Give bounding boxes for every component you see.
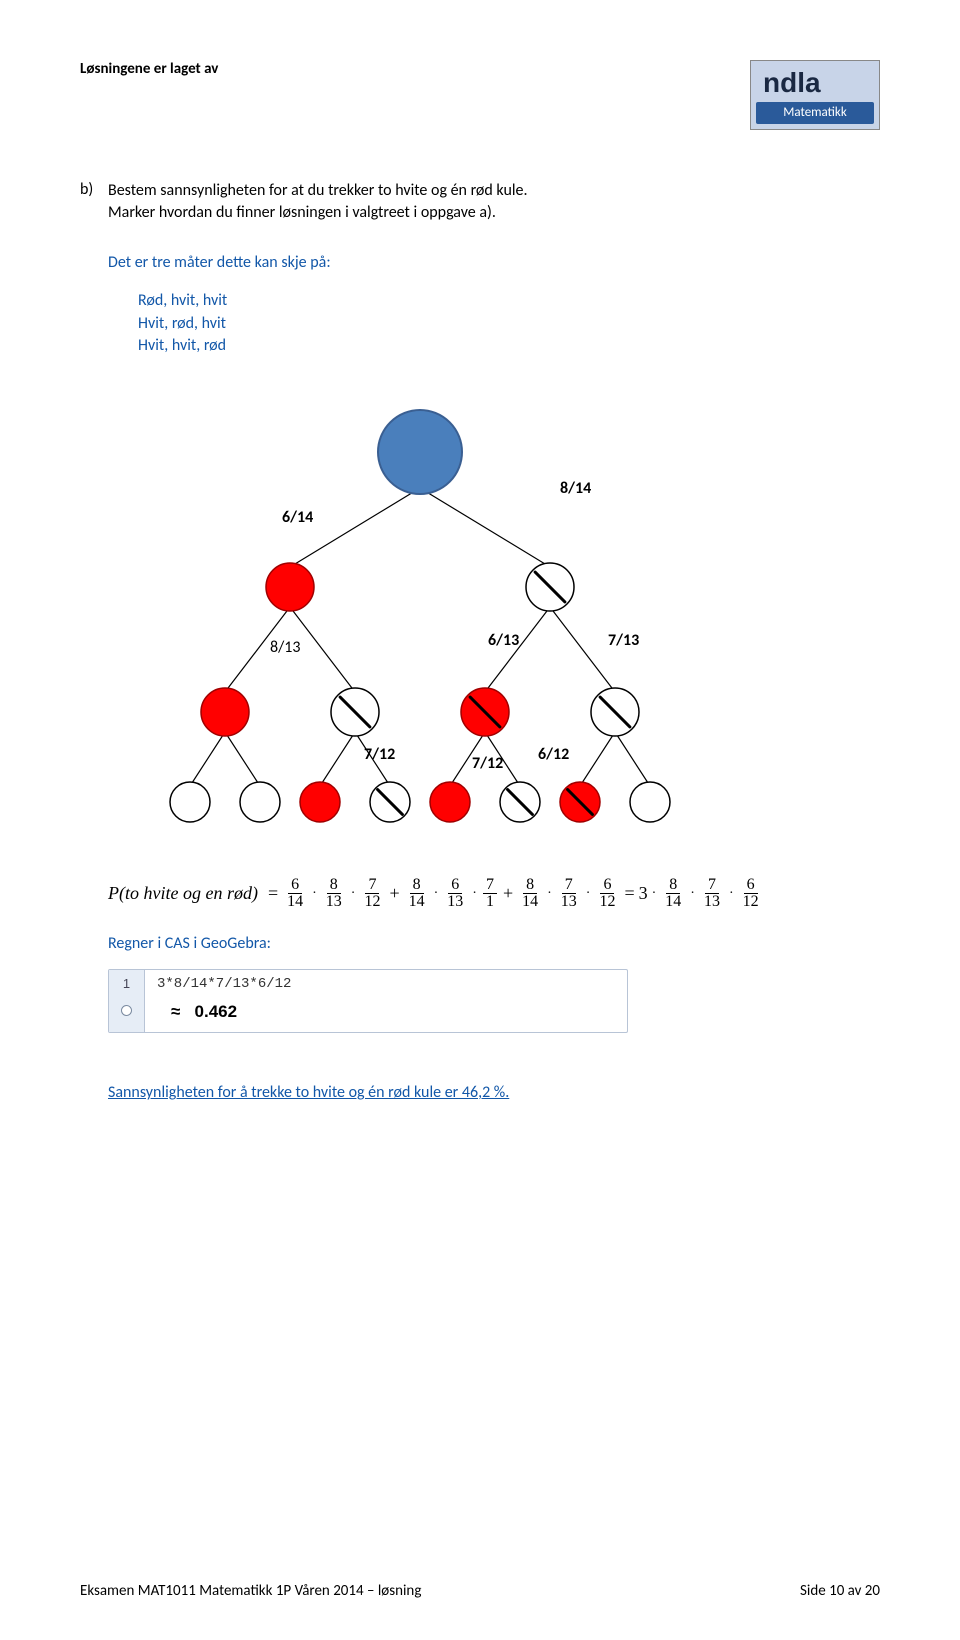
svg-text:8/13: 8/13 bbox=[270, 638, 301, 657]
cas-radio-icon bbox=[121, 1005, 132, 1016]
cas-result: ≈ 0.462 bbox=[157, 1002, 615, 1022]
logo-band-text: Matematikk bbox=[756, 102, 874, 124]
question-line1: Bestem sannsynligheten for at du trekker… bbox=[108, 181, 528, 200]
question-text: Bestem sannsynligheten for at du trekker… bbox=[108, 180, 528, 223]
cas-gutter: 1 bbox=[109, 970, 145, 1032]
case-3: Hvit, hvit, rød bbox=[138, 335, 880, 357]
page-container: Løsningene er laget av ndla Matematikk b… bbox=[0, 0, 960, 1640]
question-label: b) bbox=[80, 180, 108, 223]
tree-svg: 6/14 8/14 8/13 6/13 7/13 7/12 7/12 6/12 bbox=[130, 397, 710, 837]
svg-text:7/12: 7/12 bbox=[472, 754, 503, 773]
cas-output-box: 1 3*8/14*7/13*6/12 ≈ 0.462 bbox=[108, 969, 628, 1033]
svg-text:6/14: 6/14 bbox=[282, 508, 313, 527]
cas-input-text: 3*8/14*7/13*6/12 bbox=[157, 976, 615, 992]
cas-approx-symbol: ≈ bbox=[171, 1002, 180, 1021]
case-1: Rød, hvit, hvit bbox=[138, 290, 880, 312]
cas-result-value: 0.462 bbox=[195, 1002, 238, 1021]
svg-text:6/12: 6/12 bbox=[538, 745, 569, 764]
ndla-logo: ndla Matematikk bbox=[750, 60, 880, 130]
cases-list: Rød, hvit, hvit Hvit, rød, hvit Hvit, hv… bbox=[138, 290, 880, 357]
svg-text:7/13: 7/13 bbox=[608, 631, 639, 650]
svg-text:7/12: 7/12 bbox=[364, 745, 395, 764]
header-left-text: Løsningene er laget av bbox=[80, 60, 218, 78]
cas-body: 3*8/14*7/13*6/12 ≈ 0.462 bbox=[145, 970, 627, 1032]
probability-formula: P(to hvite og en rød) =614·813·712+814·6… bbox=[108, 877, 880, 910]
conclusion-text: Sannsynligheten for å trekke to hvite og… bbox=[108, 1083, 880, 1102]
footer-left: Eksamen MAT1011 Matematikk 1P Våren 2014… bbox=[80, 1582, 421, 1600]
question-row: b) Bestem sannsynligheten for at du trek… bbox=[80, 180, 880, 223]
question-line2: Marker hvordan du finner løsningen i val… bbox=[108, 203, 496, 222]
footer-right: Side 10 av 20 bbox=[800, 1582, 880, 1600]
answer-intro: Det er tre måter dette kan skje på: bbox=[108, 253, 880, 272]
cas-row: 1 3*8/14*7/13*6/12 ≈ 0.462 bbox=[109, 970, 627, 1032]
case-2: Hvit, rød, hvit bbox=[138, 313, 880, 335]
probability-tree: 6/14 8/14 8/13 6/13 7/13 7/12 7/12 6/12 bbox=[130, 397, 880, 837]
svg-text:6/13: 6/13 bbox=[488, 631, 519, 650]
cas-label: Regner i CAS i GeoGebra: bbox=[108, 934, 880, 953]
svg-text:8/14: 8/14 bbox=[560, 479, 591, 498]
page-footer: Eksamen MAT1011 Matematikk 1P Våren 2014… bbox=[80, 1582, 880, 1600]
formula-container: P(to hvite og en rød) =614·813·712+814·6… bbox=[108, 877, 880, 910]
logo-top-text: ndla bbox=[763, 67, 821, 99]
cas-row-number: 1 bbox=[123, 976, 130, 991]
header-row: Løsningene er laget av ndla Matematikk bbox=[80, 60, 880, 130]
